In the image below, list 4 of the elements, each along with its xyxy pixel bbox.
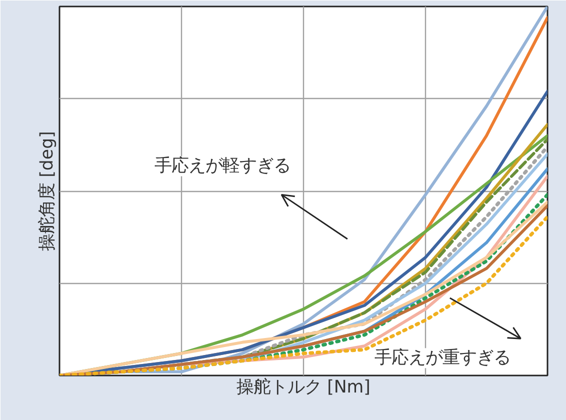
x-axis-title: 操舵トルク [Nm] [236, 378, 370, 398]
y-axis-title: 操舵角度 [deg] [38, 131, 58, 251]
annotation: 手応えが軽すぎる [154, 156, 291, 176]
annotation: 手応えが重すぎる [374, 348, 510, 368]
